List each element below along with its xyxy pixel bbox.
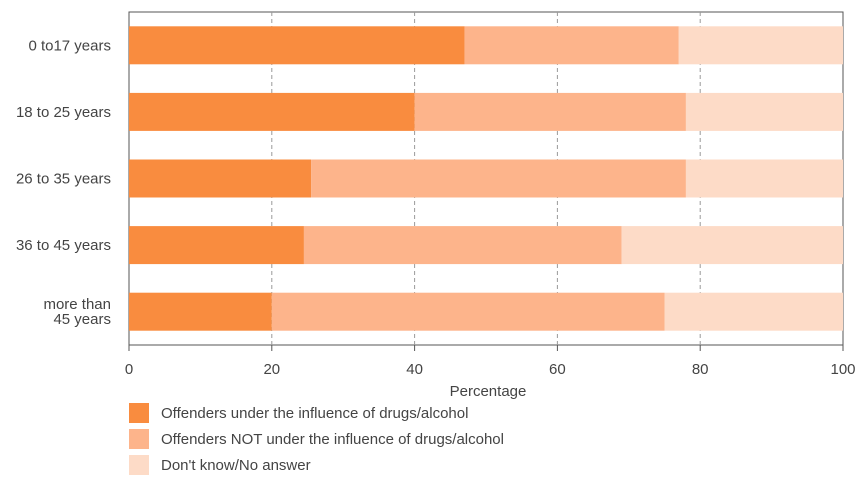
bar-segment xyxy=(271,292,665,331)
legend-swatch xyxy=(129,429,149,449)
bar-segment xyxy=(303,226,622,265)
category-label: 26 to 35 years xyxy=(16,171,111,188)
bar-segment xyxy=(129,92,415,131)
bar-segment xyxy=(664,292,843,331)
legend-label: Offenders NOT under the influence of dru… xyxy=(161,431,504,448)
bar-segment xyxy=(311,159,686,198)
bar-segment xyxy=(129,26,465,65)
bar-segment xyxy=(685,159,843,198)
bar-segment xyxy=(464,26,679,65)
x-tick-label: 40 xyxy=(406,361,423,378)
bar-segment xyxy=(129,159,312,198)
bar-segment xyxy=(129,226,304,265)
legend-swatch xyxy=(129,455,149,475)
legend-label: Offenders under the influence of drugs/a… xyxy=(161,405,468,422)
bar-segment xyxy=(678,26,843,65)
x-tick-label: 0 xyxy=(125,361,133,378)
x-tick-label: 20 xyxy=(263,361,280,378)
bar-segment xyxy=(129,292,272,331)
x-tick-label: 80 xyxy=(692,361,709,378)
category-labels: 0 to17 years 18 to 25 years 26 to 35 years… xyxy=(16,37,111,328)
x-tick-label: 60 xyxy=(549,361,566,378)
bar-segment xyxy=(414,92,686,131)
x-tick-labels: 0 20 40 60 80 100 xyxy=(125,345,856,378)
category-label: 0 to17 years xyxy=(28,37,111,54)
bar-segment xyxy=(685,92,843,131)
category-label: 18 to 25 years xyxy=(16,104,111,121)
legend-label: Don't know/No answer xyxy=(161,457,311,474)
bars xyxy=(129,26,843,331)
legend: Offenders under the influence of drugs/a… xyxy=(129,403,504,475)
x-tick-label: 100 xyxy=(830,361,855,378)
bar-segment xyxy=(621,226,843,265)
category-label: more than 45 years xyxy=(43,296,111,328)
legend-swatch xyxy=(129,403,149,423)
x-axis-title: Percentage xyxy=(450,383,527,400)
category-label: 36 to 45 years xyxy=(16,237,111,254)
